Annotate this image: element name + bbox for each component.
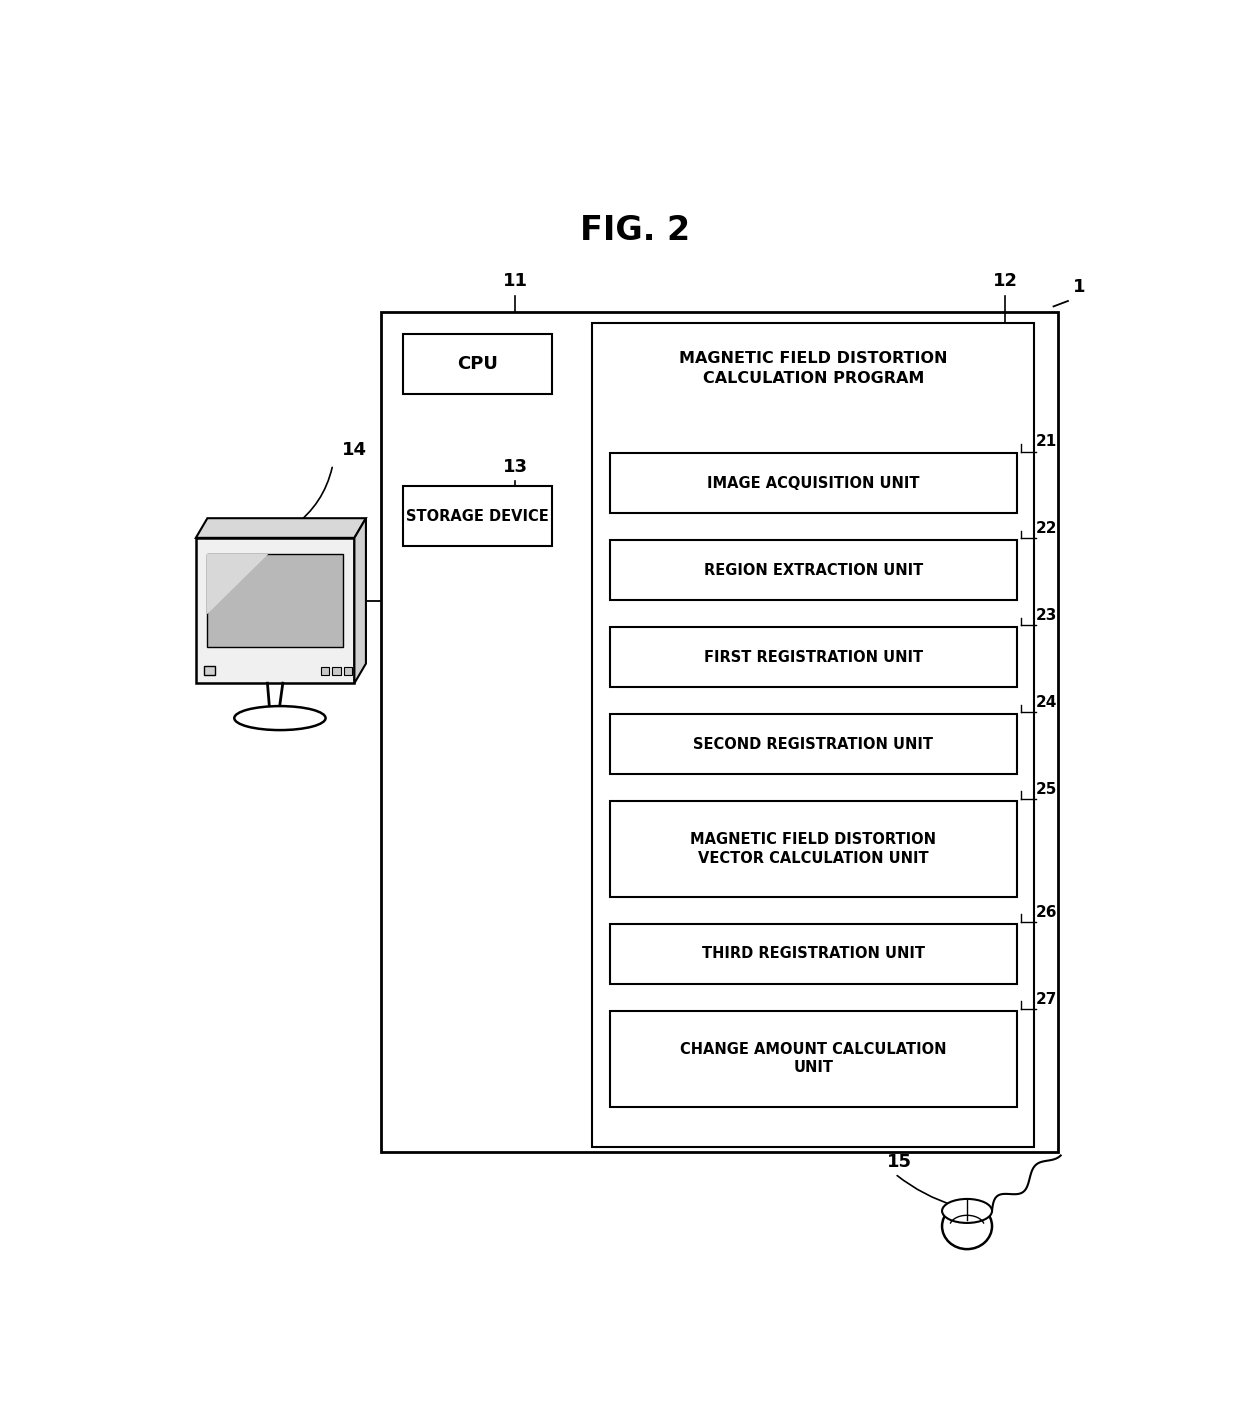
- Text: 23: 23: [1037, 608, 1058, 623]
- Text: MAGNETIC FIELD DISTORTION
VECTOR CALCULATION UNIT: MAGNETIC FIELD DISTORTION VECTOR CALCULA…: [691, 832, 936, 866]
- Text: STORAGE DEVICE: STORAGE DEVICE: [405, 509, 549, 524]
- FancyBboxPatch shape: [343, 667, 352, 674]
- FancyBboxPatch shape: [610, 1010, 1017, 1107]
- Text: 12: 12: [993, 272, 1018, 290]
- Text: CHANGE AMOUNT CALCULATION
UNIT: CHANGE AMOUNT CALCULATION UNIT: [680, 1041, 946, 1076]
- FancyBboxPatch shape: [203, 666, 215, 674]
- FancyBboxPatch shape: [610, 628, 1017, 687]
- Ellipse shape: [234, 706, 326, 730]
- FancyBboxPatch shape: [332, 667, 341, 674]
- Ellipse shape: [942, 1203, 992, 1250]
- Text: 26: 26: [1037, 904, 1058, 920]
- Text: 27: 27: [1037, 992, 1058, 1006]
- FancyBboxPatch shape: [610, 453, 1017, 513]
- Text: 22: 22: [1037, 521, 1058, 536]
- Text: 15: 15: [888, 1152, 913, 1170]
- Text: 11: 11: [503, 272, 528, 290]
- Text: FIRST REGISTRATION UNIT: FIRST REGISTRATION UNIT: [704, 649, 923, 665]
- Text: THIRD REGISTRATION UNIT: THIRD REGISTRATION UNIT: [702, 947, 925, 961]
- Polygon shape: [207, 554, 268, 615]
- Polygon shape: [355, 519, 366, 683]
- FancyBboxPatch shape: [321, 667, 330, 674]
- FancyBboxPatch shape: [610, 540, 1017, 601]
- FancyBboxPatch shape: [403, 333, 552, 394]
- FancyBboxPatch shape: [610, 924, 1017, 983]
- Polygon shape: [196, 519, 366, 538]
- FancyBboxPatch shape: [381, 312, 1058, 1152]
- Text: IMAGE ACQUISITION UNIT: IMAGE ACQUISITION UNIT: [707, 476, 920, 490]
- FancyBboxPatch shape: [207, 554, 343, 646]
- Text: MAGNETIC FIELD DISTORTION
CALCULATION PROGRAM: MAGNETIC FIELD DISTORTION CALCULATION PR…: [680, 351, 947, 385]
- FancyBboxPatch shape: [403, 486, 552, 547]
- FancyBboxPatch shape: [610, 801, 1017, 897]
- FancyBboxPatch shape: [593, 323, 1034, 1146]
- Text: CPU: CPU: [458, 354, 497, 373]
- FancyBboxPatch shape: [610, 714, 1017, 774]
- Text: 13: 13: [503, 458, 528, 476]
- Text: 25: 25: [1037, 782, 1058, 796]
- Text: FIG. 2: FIG. 2: [580, 214, 691, 247]
- Ellipse shape: [942, 1199, 992, 1223]
- Polygon shape: [196, 538, 355, 683]
- Text: 24: 24: [1037, 694, 1058, 710]
- Text: SECOND REGISTRATION UNIT: SECOND REGISTRATION UNIT: [693, 737, 934, 751]
- Text: 21: 21: [1037, 435, 1058, 449]
- Text: 1: 1: [1073, 278, 1085, 296]
- Text: REGION EXTRACTION UNIT: REGION EXTRACTION UNIT: [703, 563, 923, 578]
- Text: 14: 14: [342, 441, 367, 459]
